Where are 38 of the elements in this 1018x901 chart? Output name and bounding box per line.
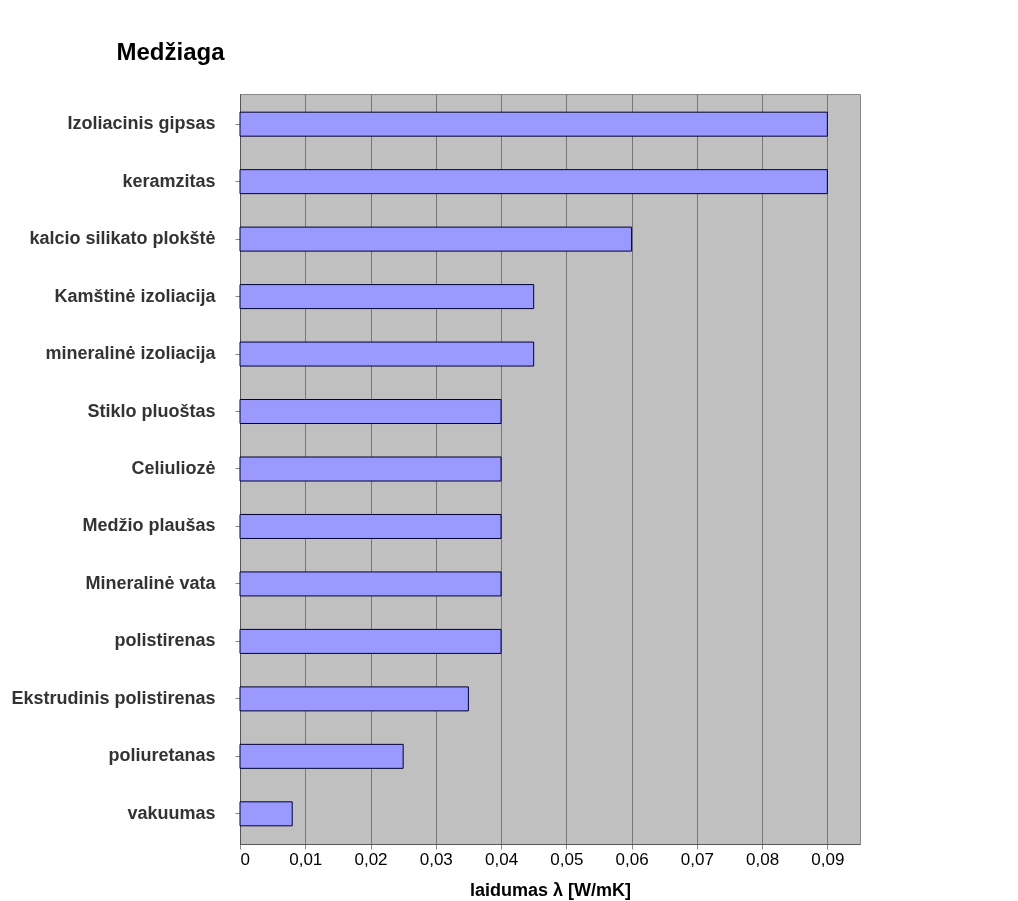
- bar: [239, 341, 535, 367]
- x-tick-label: 0,05: [550, 849, 584, 869]
- y-tick-label: mineralinė izoliacija: [45, 343, 217, 364]
- bar: [239, 456, 502, 482]
- x-tick-label: 0,08: [746, 849, 780, 869]
- x-tick-label: 0,02: [354, 849, 388, 869]
- x-tick-label: 0,09: [811, 849, 845, 869]
- y-axis-title: Medžiaga: [116, 37, 226, 65]
- y-tick-label: poliuretanas: [108, 745, 216, 766]
- y-tick-label: Medžio plaušas: [82, 515, 216, 536]
- y-tick-label: vakuumas: [127, 802, 216, 823]
- x-tick-label: 0,07: [680, 849, 714, 869]
- bar: [239, 628, 502, 654]
- y-tick-label: polistirenas: [114, 630, 216, 651]
- bar: [239, 513, 502, 539]
- bar: [239, 284, 535, 310]
- x-axis-title: laidumas λ [W/mK]: [469, 879, 632, 900]
- y-tick-label: kalcio silikato plokštė: [29, 228, 216, 249]
- y-tick-label: Mineralinė vata: [85, 572, 217, 593]
- bar: [239, 743, 404, 769]
- bar: [239, 801, 293, 827]
- x-tick-label: 0: [240, 849, 250, 869]
- y-tick-label: Kamštinė izoliacija: [54, 285, 217, 306]
- x-tick-label: 0,01: [289, 849, 323, 869]
- bar: [239, 399, 502, 425]
- y-tick-label: Celiuliozė: [131, 458, 216, 478]
- bar: [239, 111, 828, 137]
- x-tick-label: 0,06: [615, 849, 649, 869]
- x-tick-label: 0,03: [419, 849, 453, 869]
- bar: [239, 686, 469, 712]
- y-tick-label: Ekstrudinis polistirenas: [11, 687, 216, 708]
- y-tick-label: Stiklo pluoštas: [87, 400, 216, 421]
- bar: [239, 226, 633, 252]
- y-tick-label: Izoliacinis gipsas: [67, 113, 216, 134]
- bar: [239, 169, 828, 195]
- y-tick-label: keramzitas: [122, 170, 216, 191]
- x-tick-label: 0,04: [485, 849, 519, 869]
- bar: [239, 571, 502, 597]
